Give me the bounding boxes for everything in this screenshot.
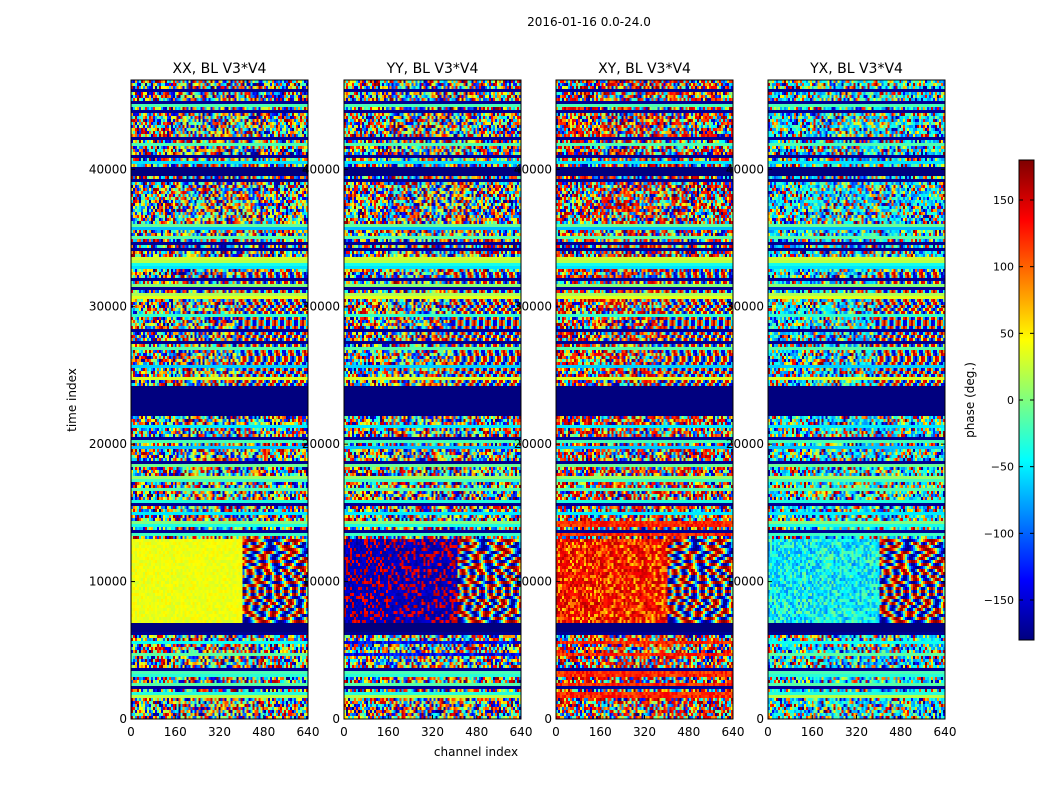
ytick-label-4-40000: 40000 — [726, 162, 764, 176]
ytick-label-3-40000: 40000 — [514, 162, 552, 176]
figure-suptitle: 2016-01-16 0.0-24.0 — [527, 15, 651, 29]
panel-4: YX, BL V3*V4 0 160 320 480 640 0 10000 20000 3000… — [726, 61, 957, 739]
ytick-label-1-0: 0 — [119, 712, 127, 726]
xtick-label-1-480: 480 — [252, 725, 275, 739]
colorbar-tick-label-150: 150 — [993, 194, 1014, 207]
colorbar-tick-label--50: −50 — [991, 461, 1014, 474]
ytick-label-4-10000: 10000 — [726, 575, 764, 589]
ytick-label-3-20000: 20000 — [514, 437, 552, 451]
panels: XX, BL V3*V4 0 160 320 480 640 0 10000 20000 3000… — [89, 61, 957, 739]
ytick-label-1-10000: 10000 — [89, 575, 127, 589]
heatmap-1 — [131, 80, 308, 719]
colorbar-label: phase (deg.) — [963, 362, 977, 438]
xtick-label-3-0: 0 — [552, 725, 560, 739]
xtick-label-4-0: 0 — [764, 725, 772, 739]
xtick-label-1-640: 640 — [297, 725, 320, 739]
xtick-label-1-160: 160 — [164, 725, 187, 739]
panel-1: XX, BL V3*V4 0 160 320 480 640 0 10000 20000 3000… — [89, 61, 320, 739]
xtick-label-3-640: 640 — [722, 725, 745, 739]
xtick-label-4-480: 480 — [889, 725, 912, 739]
ytick-label-4-30000: 30000 — [726, 300, 764, 314]
xtick-label-2-0: 0 — [340, 725, 348, 739]
xtick-label-2-160: 160 — [377, 725, 400, 739]
ytick-label-1-20000: 20000 — [89, 437, 127, 451]
ytick-label-4-20000: 20000 — [726, 437, 764, 451]
ytick-label-4-0: 0 — [756, 712, 764, 726]
ytick-label-2-0: 0 — [332, 712, 340, 726]
ytick-label-2-30000: 30000 — [302, 300, 340, 314]
xtick-label-4-320: 320 — [845, 725, 868, 739]
ytick-label-2-20000: 20000 — [302, 437, 340, 451]
ytick-label-3-30000: 30000 — [514, 300, 552, 314]
colorbar: −150 −100 −50 0 50 100 150 — [984, 159, 1035, 641]
panel-title-3: XY, BL V3*V4 — [598, 61, 691, 77]
panel-title-4: YX, BL V3*V4 — [809, 61, 903, 77]
panel-2: YY, BL V3*V4 0 160 320 480 640 0 10000 20000 3000… — [302, 61, 533, 739]
ytick-label-3-0: 0 — [544, 712, 552, 726]
heatmap-2 — [344, 80, 521, 719]
xtick-label-4-160: 160 — [801, 725, 824, 739]
xtick-label-2-480: 480 — [465, 725, 488, 739]
xtick-label-3-480: 480 — [677, 725, 700, 739]
xtick-label-4-640: 640 — [934, 725, 957, 739]
colorbar-tick-label--100: −100 — [984, 527, 1014, 540]
ytick-label-2-40000: 40000 — [302, 162, 340, 176]
xtick-label-3-320: 320 — [633, 725, 656, 739]
panel-3: XY, BL V3*V4 0 160 320 480 640 0 10000 20000 3000… — [514, 61, 745, 739]
ytick-label-1-30000: 30000 — [89, 300, 127, 314]
figure-xlabel: channel index — [434, 745, 518, 759]
colorbar-tick-label--150: −150 — [984, 594, 1014, 607]
colorbar-tick-label-100: 100 — [993, 261, 1014, 274]
xtick-label-2-320: 320 — [421, 725, 444, 739]
xtick-label-1-0: 0 — [127, 725, 135, 739]
xtick-label-2-640: 640 — [510, 725, 533, 739]
xtick-label-3-160: 160 — [589, 725, 612, 739]
figure-ylabel: time index — [65, 368, 79, 432]
xtick-label-1-320: 320 — [208, 725, 231, 739]
panel-title-2: YY, BL V3*V4 — [386, 61, 479, 77]
ytick-label-1-40000: 40000 — [89, 162, 127, 176]
colorbar-tick-label-0: 0 — [1007, 394, 1014, 407]
heatmap-4 — [768, 80, 945, 719]
colorbar-tick-label-50: 50 — [1000, 327, 1014, 340]
panel-title-1: XX, BL V3*V4 — [173, 61, 267, 77]
ytick-label-3-10000: 10000 — [514, 575, 552, 589]
ytick-label-2-10000: 10000 — [302, 575, 340, 589]
heatmap-3 — [556, 80, 733, 719]
